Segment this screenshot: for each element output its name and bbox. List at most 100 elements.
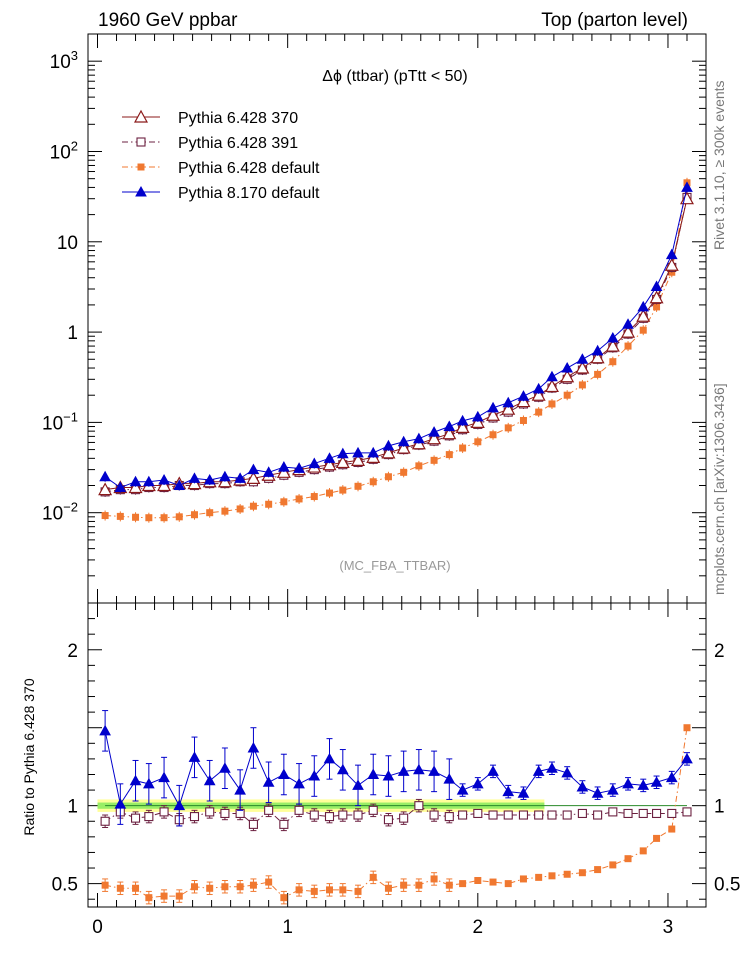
data-point-pythia-6-428-default bbox=[415, 462, 423, 470]
ratio-point-pythia-6-428-391 bbox=[577, 808, 587, 819]
ratio-point-pythia-8-170-default bbox=[650, 776, 663, 787]
x-tick-label: 0 bbox=[92, 917, 103, 938]
data-point-pythia-8-170-default bbox=[323, 452, 336, 463]
data-point-pythia-6-428-default bbox=[400, 468, 408, 476]
data-point-pythia-8-170-default bbox=[99, 470, 111, 482]
ratio-point-pythia-6-428-default bbox=[519, 875, 527, 883]
data-point-pythia-8-170-default bbox=[262, 466, 275, 477]
data-point-pythia-8-170-default bbox=[308, 457, 321, 469]
ratio-point-pythia-6-428-391 bbox=[667, 808, 677, 819]
ratio-panel: 0 1 2 3 0.5 0.5 1 1 2 2 bbox=[52, 602, 740, 938]
ratio-point-pythia-6-428-default bbox=[639, 847, 647, 855]
data-point-pythia-8-170-default bbox=[487, 401, 499, 413]
y-tick-label-ratio-right: 2 bbox=[714, 641, 725, 662]
data-point-pythia-8-170-default bbox=[142, 475, 155, 487]
ratio-point-pythia-6-428-391 bbox=[220, 808, 230, 819]
side-label-rivet: Rivet 3.1.10, ≥ 300k events bbox=[711, 80, 727, 250]
ratio-point-pythia-8-170-default bbox=[142, 777, 155, 789]
data-point-pythia-6-428-370 bbox=[605, 338, 620, 352]
data-point-pythia-6-428-default bbox=[653, 303, 661, 311]
data-point-pythia-6-428-370 bbox=[590, 350, 605, 364]
ratio-point-pythia-8-170-default bbox=[114, 798, 127, 809]
data-point-pythia-6-428-default bbox=[609, 358, 617, 366]
y-tick-label-ratio: 0.5 bbox=[52, 875, 78, 896]
data-point-pythia-8-170-default bbox=[502, 396, 515, 408]
data-point-pythia-6-428-default bbox=[624, 342, 632, 350]
ratio-point-pythia-6-428-default bbox=[384, 884, 392, 892]
ratio-point-pythia-8-170-default bbox=[681, 752, 693, 764]
x-tick-label: 2 bbox=[473, 917, 484, 938]
legend-label-pythia-6-428-default: Pythia 6.428 default bbox=[178, 160, 320, 177]
main-panel: 10−2 10−1 1 10 102 103 bbox=[42, 33, 707, 604]
ratio-point-pythia-6-428-default bbox=[563, 870, 571, 878]
data-point-pythia-8-170-default bbox=[382, 439, 395, 451]
ratio-point-pythia-8-170-default bbox=[665, 771, 678, 783]
data-point-pythia-8-170-default bbox=[129, 475, 142, 487]
data-point-pythia-6-428-370 bbox=[322, 457, 337, 471]
ratio-point-pythia-8-170-default bbox=[188, 751, 201, 762]
legend-label-pythia-6-428-370: Pythia 6.428 370 bbox=[178, 110, 298, 127]
ratio-point-pythia-8-170-default bbox=[308, 770, 321, 781]
ratio-point-pythia-6-428-391 bbox=[159, 807, 169, 817]
ratio-point-pythia-6-428-391 bbox=[100, 816, 110, 826]
ratio-point-pythia-6-428-391 bbox=[623, 808, 633, 819]
data-point-pythia-8-170-default bbox=[173, 479, 186, 491]
ratio-point-pythia-6-428-391 bbox=[279, 819, 289, 829]
data-point-pythia-6-428-default bbox=[474, 438, 482, 446]
ratio-point-pythia-8-170-default bbox=[471, 777, 484, 789]
ratio-point-pythia-6-428-391 bbox=[144, 812, 154, 822]
data-point-pythia-6-428-default bbox=[295, 495, 303, 503]
data-point-pythia-8-170-default bbox=[428, 426, 440, 437]
data-point-pythia-8-170-default bbox=[158, 474, 170, 485]
ratio-point-pythia-6-428-391 bbox=[444, 812, 454, 822]
data-point-pythia-8-170-default bbox=[219, 470, 231, 482]
ratio-frame bbox=[87, 602, 707, 908]
ratio-point-pythia-6-428-default bbox=[236, 883, 244, 891]
data-point-pythia-6-428-370 bbox=[501, 401, 516, 415]
data-point-pythia-8-170-default bbox=[234, 472, 246, 483]
ratio-point-pythia-6-428-391 bbox=[353, 810, 363, 820]
ratio-point-pythia-6-428-default bbox=[624, 855, 632, 863]
ratio-point-pythia-6-428-391 bbox=[264, 805, 274, 815]
ratio-point-pythia-6-428-391 bbox=[682, 807, 692, 817]
ratio-point-pythia-6-428-391 bbox=[488, 810, 498, 820]
ratio-point-pythia-6-428-391 bbox=[414, 801, 424, 811]
ratio-point-pythia-8-170-default bbox=[219, 762, 231, 773]
data-point-pythia-8-170-default bbox=[367, 446, 380, 458]
data-point-pythia-8-170-default bbox=[637, 300, 650, 312]
data-point-pythia-6-428-default bbox=[369, 478, 377, 486]
data-point-pythia-6-428-370 bbox=[351, 453, 366, 466]
ratio-point-pythia-6-428-default bbox=[310, 887, 318, 895]
ratio-point-pythia-6-428-default bbox=[175, 892, 183, 900]
legend-marker-pythia-8-170-default bbox=[135, 185, 147, 197]
ratio-point-pythia-6-428-default bbox=[459, 880, 467, 888]
data-point-pythia-8-170-default bbox=[293, 462, 305, 473]
ratio-point-pythia-6-428-391 bbox=[248, 819, 258, 829]
data-point-pythia-6-428-default bbox=[221, 507, 229, 515]
header-left: 1960 GeV ppbar bbox=[98, 10, 238, 31]
side-label-mcplots: mcplots.cern.ch [arXiv:1306.3436] bbox=[711, 383, 727, 595]
ratio-point-pythia-8-170-default bbox=[561, 766, 574, 778]
ratio-line-pythia-6-428-default bbox=[105, 727, 688, 899]
y-tick-label-ratio-right: 1 bbox=[714, 797, 725, 818]
data-point-pythia-6-428-default bbox=[459, 444, 467, 452]
legend-label-pythia-8-170-default: Pythia 8.170 default bbox=[178, 185, 320, 202]
data-point-pythia-6-428-default bbox=[430, 456, 438, 464]
ratio-point-pythia-8-170-default bbox=[532, 765, 545, 776]
analysis-tag: (MC_FBA_TTBAR) bbox=[339, 558, 450, 573]
ratio-point-pythia-8-170-default bbox=[487, 765, 499, 776]
data-point-pythia-6-428-370 bbox=[621, 324, 636, 338]
data-point-pythia-8-170-default bbox=[591, 344, 604, 356]
y-tick-label-main: 10−2 bbox=[42, 500, 78, 525]
ratio-point-pythia-8-170-default bbox=[546, 762, 558, 773]
ratio-point-pythia-6-428-391 bbox=[324, 812, 335, 822]
legend-label-pythia-6-428-391: Pythia 6.428 391 bbox=[178, 135, 298, 152]
data-point-pythia-6-428-default bbox=[384, 473, 392, 481]
chart-title: Δϕ (ttbar) (pTtt < 50) bbox=[322, 68, 467, 85]
ratio-point-pythia-8-170-default bbox=[397, 765, 410, 776]
data-point-pythia-6-428-370 bbox=[246, 471, 261, 484]
ratio-point-pythia-8-170-default bbox=[606, 784, 619, 795]
ratio-point-pythia-8-170-default bbox=[382, 770, 395, 781]
